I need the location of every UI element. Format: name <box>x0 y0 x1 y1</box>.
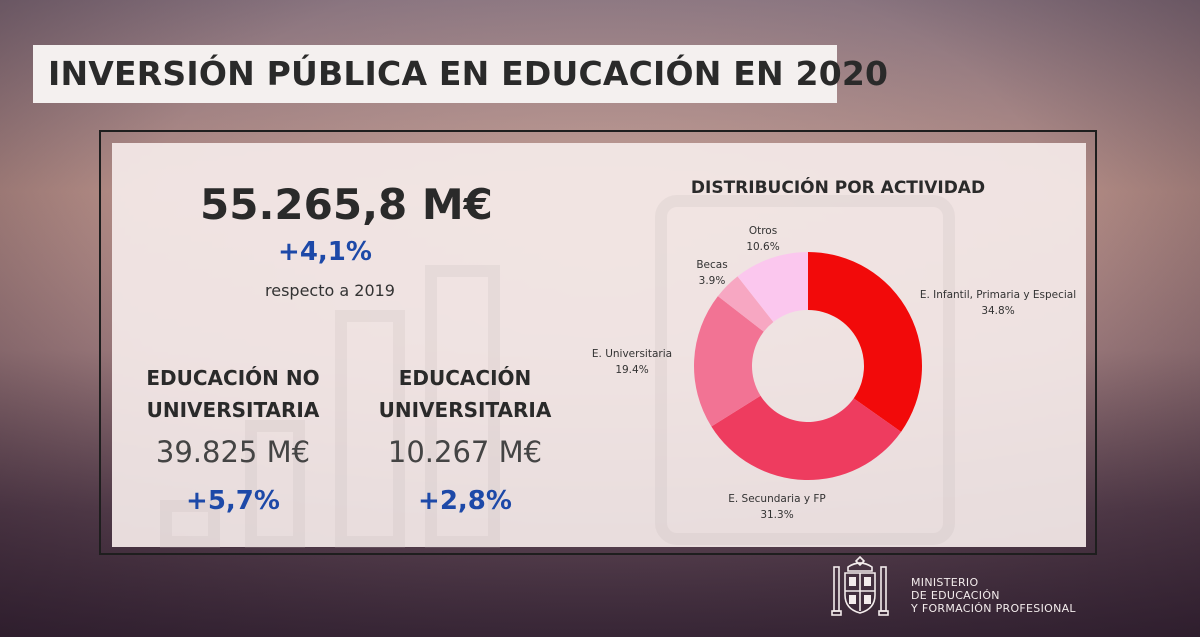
slice-value-label: 19.4% <box>615 364 648 376</box>
coat-of-arms-logo <box>831 555 889 616</box>
total-investment: 55.265,8 M€ <box>200 180 493 229</box>
decorative-clipboard <box>655 195 955 545</box>
slice-universitaria <box>694 296 764 427</box>
slice-label: E. Universitaria <box>592 348 672 360</box>
content-frame <box>99 130 1097 555</box>
total-reference: respecto a 2019 <box>265 281 395 300</box>
slice-label: Becas <box>696 259 727 271</box>
title-banner: INVERSIÓN PÚBLICA EN EDUCACIÓN EN 2020 <box>33 45 888 103</box>
ministry-line-2: DE EDUCACIÓN <box>911 589 1000 602</box>
ministry-name: MINISTERIO DE EDUCACIÓN Y FORMACIÓN PROF… <box>911 576 1076 615</box>
ministry-line-3: Y FORMACIÓN PROFESIONAL <box>911 602 1076 615</box>
slice-value-label: 34.8% <box>981 305 1014 317</box>
page-title: INVERSIÓN PÚBLICA EN EDUCACIÓN EN 2020 <box>48 54 889 93</box>
decorative-bar-3 <box>335 310 405 548</box>
slice-label: E. Secundaria y FP <box>728 493 826 505</box>
decorative-bar-1 <box>160 500 220 548</box>
donut-chart: E. Infantil, Primaria y Especial 34.8% E. … <box>592 225 1076 521</box>
slice-secundaria-fp <box>711 395 902 480</box>
category-change-university: +2,8% <box>418 486 512 516</box>
decorative-bar-4 <box>425 265 500 548</box>
slice-value-label: 31.3% <box>760 509 793 521</box>
slice-label: Otros <box>749 225 777 237</box>
slice-label: E. Infantil, Primaria y Especial <box>920 289 1076 301</box>
category-title-line2: UNIVERSITARIA <box>146 398 320 422</box>
content-panel <box>112 143 1086 547</box>
slice-becas <box>717 276 774 332</box>
ministry-line-1: MINISTERIO <box>911 576 979 589</box>
slice-otros <box>737 252 808 322</box>
category-amount-university: 10.267 M€ <box>387 435 543 469</box>
category-title-line1: EDUCACIÓN NO <box>146 366 320 390</box>
category-amount-non-university: 39.825 M€ <box>155 435 311 469</box>
total-change: +4,1% <box>278 237 372 267</box>
chart-title: DISTRIBUCIÓN POR ACTIVIDAD <box>690 178 986 198</box>
category-title-line1: EDUCACIÓN <box>398 366 532 390</box>
decorative-bar-2 <box>245 420 305 548</box>
category-title-line2: UNIVERSITARIA <box>378 398 552 422</box>
slice-infantil-primaria <box>808 252 922 432</box>
category-change-non-university: +5,7% <box>186 486 280 516</box>
category-title-university: EDUCACIÓN UNIVERSITARIA <box>362 362 568 426</box>
slice-value-label: 10.6% <box>746 241 779 253</box>
slice-value-label: 3.9% <box>699 275 726 287</box>
category-title-non-university: EDUCACIÓN NO UNIVERSITARIA <box>130 362 336 426</box>
